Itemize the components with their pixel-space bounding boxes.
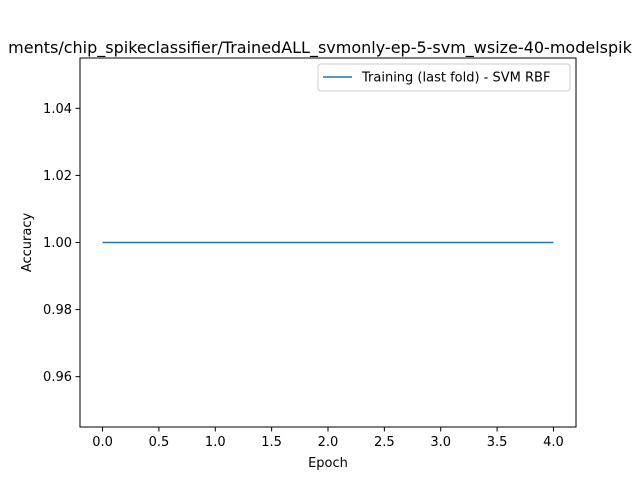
y-axis-label: Accuracy [20, 213, 35, 273]
x-tick-label: 3.5 [487, 435, 508, 450]
x-tick-label: 0.5 [149, 435, 170, 450]
x-tick-label: 2.5 [374, 435, 395, 450]
legend-box [317, 63, 571, 92]
x-tick-label: 4.0 [543, 435, 564, 450]
legend-label: Training (last fold) - SVM RBF [361, 71, 550, 86]
y-tick-label: 0.98 [43, 303, 72, 318]
x-axis-label: Epoch [308, 456, 348, 471]
x-tick-label: 1.5 [261, 435, 282, 450]
x-tick-label: 0.0 [92, 435, 113, 450]
x-tick-label: 3.0 [430, 435, 451, 450]
y-tick-label: 0.96 [43, 370, 72, 385]
chart-title: ments/chip_spikeclassifier/TrainedALL_sv… [8, 38, 632, 58]
x-tick-label: 2.0 [318, 435, 339, 450]
x-tick-label: 1.0 [205, 435, 226, 450]
y-tick-label: 1.04 [43, 102, 72, 117]
axes-frame [79, 57, 577, 428]
y-tick-label: 1.00 [43, 236, 72, 251]
legend: Training (last fold) - SVM RBF [317, 63, 571, 92]
y-tick-label: 1.02 [43, 169, 72, 184]
y-axis-ticks: 0.96 0.98 1.00 1.02 1.04 [43, 102, 80, 385]
x-axis-ticks: 0.0 0.5 1.0 1.5 2.0 2.5 3.0 3.5 4.0 [92, 427, 564, 450]
